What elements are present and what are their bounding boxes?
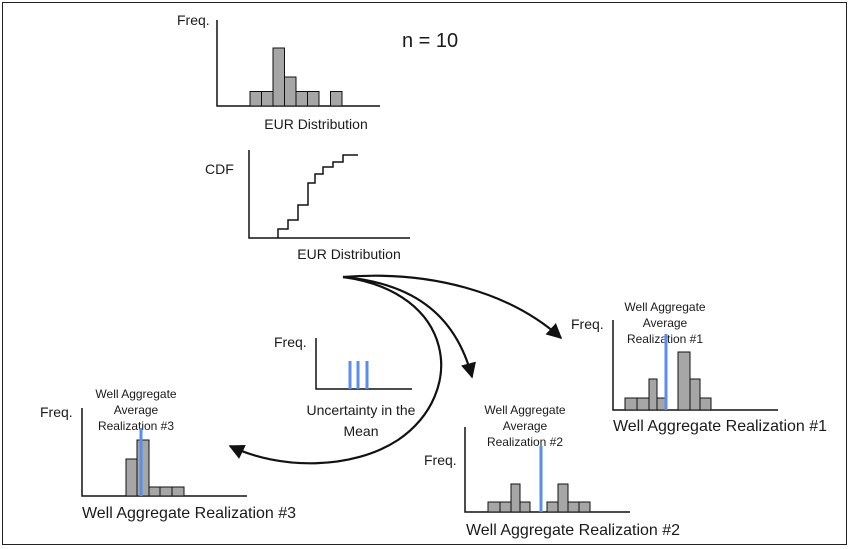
cdf-step-line xyxy=(277,154,358,238)
eur-hist-xlabel: EUR Distribution xyxy=(264,116,367,132)
r2-title-line3: Realization #2 xyxy=(487,435,563,449)
realization-3: Well Aggregate Average Realization #3 Fr… xyxy=(40,387,296,522)
eur-hist-bar xyxy=(307,91,320,107)
r2-title-line2: Average xyxy=(503,419,548,433)
eur-histogram: Freq. EUR Distribution xyxy=(177,12,380,132)
r2-title-line1: Well Aggregate xyxy=(484,403,565,417)
r2-bar xyxy=(567,501,580,513)
r3-xlabel: Well Aggregate Realization #3 xyxy=(82,505,296,522)
r3-title-line2: Average xyxy=(114,403,159,417)
eur-hist-bar xyxy=(261,91,274,107)
r2-bar xyxy=(546,501,559,513)
eur-hist-bar xyxy=(272,47,285,107)
eur-hist-bar xyxy=(330,91,343,107)
r2-freq-label: Freq. xyxy=(424,452,457,468)
eur-hist-freq-label: Freq. xyxy=(177,12,210,28)
r2-bar xyxy=(519,501,531,513)
r1-title-line1: Well Aggregate xyxy=(624,300,705,314)
eur-hist-bar xyxy=(249,91,262,107)
r1-title-line2: Average xyxy=(643,316,688,330)
eur-hist-bar xyxy=(284,76,297,107)
r2-bar xyxy=(557,483,569,513)
r1-freq-label: Freq. xyxy=(571,316,604,332)
realization-2: Well Aggregate Average Realization #2 Fr… xyxy=(424,403,680,539)
r1-bar xyxy=(677,351,691,411)
r1-bar xyxy=(699,397,712,411)
r1-bar xyxy=(689,378,701,411)
eur-cdf: CDF EUR Distribution xyxy=(205,150,410,262)
r1-axes xyxy=(612,320,778,411)
r3-bar xyxy=(171,486,185,497)
r3-axes xyxy=(81,408,247,497)
arrow-to-realization-2 xyxy=(342,275,476,379)
r2-bar xyxy=(499,501,512,513)
r3-bar xyxy=(125,458,138,497)
r3-title-line3: Realization #3 xyxy=(98,419,174,433)
r2-xlabel: Well Aggregate Realization #2 xyxy=(466,522,680,539)
r1-bar xyxy=(636,397,650,411)
uncertainty-histogram: Freq. Uncertainty in the Mean xyxy=(274,334,416,439)
r3-bar xyxy=(148,486,161,497)
r3-title-line1: Well Aggregate xyxy=(95,387,176,401)
r3-freq-label: Freq. xyxy=(40,404,73,420)
r1-bar xyxy=(648,378,658,411)
sample-size-label: n = 10 xyxy=(402,30,458,52)
uncertainty-axes xyxy=(315,338,412,390)
r1-bar xyxy=(624,397,638,411)
eur-hist-bar xyxy=(295,91,308,107)
r1-xlabel: Well Aggregate Realization #1 xyxy=(613,418,827,435)
r2-bar xyxy=(487,501,501,513)
eur-cdf-xlabel: EUR Distribution xyxy=(297,246,400,262)
eur-hist-axes xyxy=(216,20,380,107)
eur-cdf-axis-label: CDF xyxy=(205,161,234,177)
r3-bar xyxy=(159,486,173,497)
r3-bar xyxy=(136,439,150,497)
r2-bar xyxy=(578,501,591,513)
realization-1: Well Aggregate Average Realization #1 Fr… xyxy=(571,300,827,435)
eur-cdf-axes xyxy=(248,150,410,239)
arrow-to-realization-3 xyxy=(228,275,443,465)
uncertainty-xlabel-line1: Uncertainty in the xyxy=(307,402,416,418)
uncertainty-xlabel-line2: Mean xyxy=(343,423,378,439)
uncertainty-freq-label: Freq. xyxy=(274,334,307,350)
arrow-to-realization-1 xyxy=(342,274,563,340)
r2-bar xyxy=(510,483,521,513)
